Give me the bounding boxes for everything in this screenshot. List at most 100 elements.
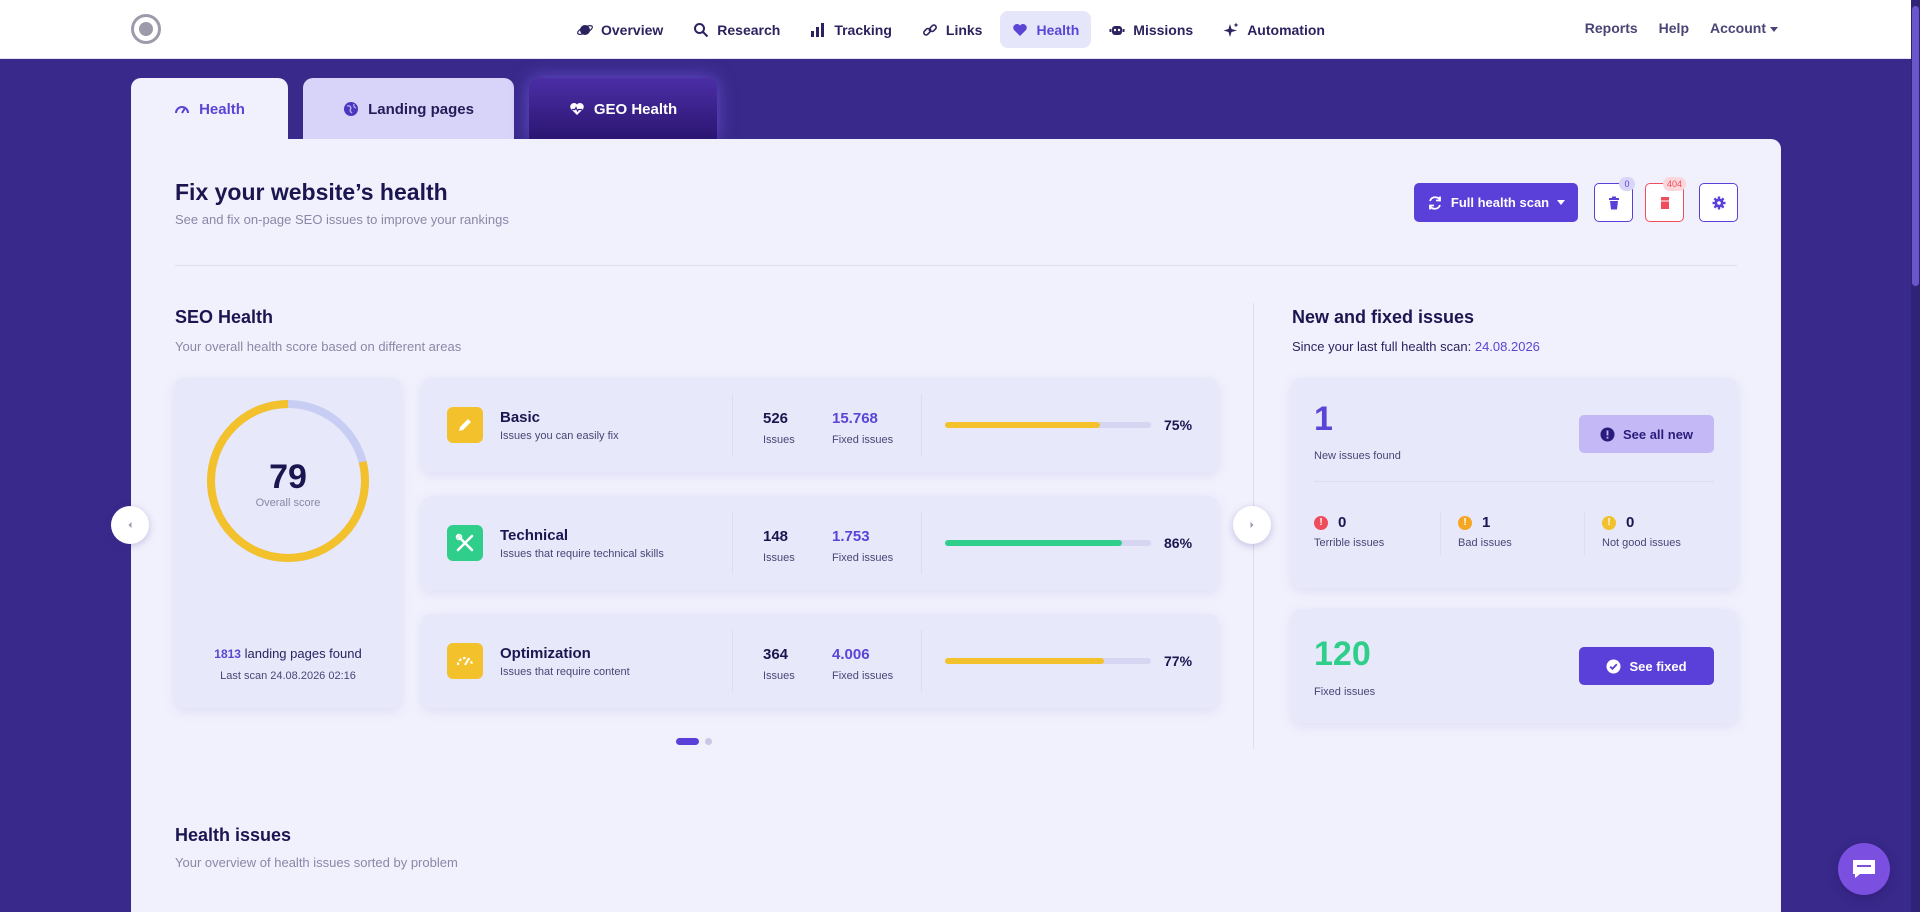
search-icon bbox=[694, 22, 709, 37]
divider bbox=[732, 394, 733, 456]
category-row-optimization[interactable]: Optimization Issues that require content… bbox=[422, 614, 1218, 708]
issues-label: Issues bbox=[763, 434, 795, 446]
page-subtitle: See and fix on-page SEO issues to improv… bbox=[175, 212, 509, 227]
carousel-next-button[interactable] bbox=[1233, 506, 1271, 544]
nav-right: Reports Help Account bbox=[1585, 20, 1778, 36]
last-scan-date: 24.08.2026 bbox=[1474, 339, 1540, 354]
gear-icon bbox=[1712, 196, 1725, 209]
gauge-icon bbox=[175, 106, 190, 114]
tools-icon bbox=[447, 525, 483, 561]
bad-label: Bad issues bbox=[1458, 537, 1512, 549]
category-desc: Issues that require content bbox=[500, 666, 630, 678]
progress-percent: 75% bbox=[1164, 417, 1193, 433]
notgood-count: 0 bbox=[1626, 514, 1635, 531]
overall-score-label: Overall score bbox=[255, 497, 321, 509]
chevron-right-icon bbox=[1250, 522, 1254, 528]
account-label: Account bbox=[1710, 20, 1766, 36]
fixed-issues-panel: 120 Fixed issues See fixed bbox=[1292, 609, 1737, 723]
nav-label: Research bbox=[717, 21, 781, 38]
issues-label: Issues bbox=[763, 552, 795, 564]
category-desc: Issues that require technical skills bbox=[500, 548, 664, 560]
see-all-new-label: See all new bbox=[1622, 426, 1694, 442]
progress-bar bbox=[945, 422, 1151, 428]
carousel-dot[interactable] bbox=[705, 738, 712, 745]
terrible-label: Terrible issues bbox=[1314, 537, 1385, 549]
issues-count: 148 bbox=[763, 528, 789, 545]
nav-label: Overview bbox=[601, 21, 664, 38]
trash-icon bbox=[1608, 196, 1619, 209]
page-title: Fix your website’s health bbox=[175, 179, 448, 205]
scan-label: Full health scan bbox=[1450, 195, 1550, 210]
nav-item-automation[interactable]: Automation bbox=[1211, 11, 1337, 48]
trash-button[interactable]: 0 bbox=[1594, 177, 1635, 222]
tab-geo-health[interactable]: GEO Health bbox=[529, 78, 717, 140]
robot-icon bbox=[1109, 25, 1125, 35]
alert-orange-icon: ! bbox=[1458, 515, 1472, 530]
divider bbox=[921, 394, 922, 456]
fixed-count: 1.753 bbox=[832, 528, 870, 545]
speed-icon bbox=[447, 643, 483, 679]
see-all-new-button[interactable]: See all new bbox=[1579, 415, 1714, 453]
divider bbox=[921, 630, 922, 692]
overall-score-panel: 79 Overall score 1813 landing pages foun… bbox=[175, 378, 401, 708]
tab-health[interactable]: Health bbox=[131, 78, 288, 140]
category-row-technical[interactable]: Technical Issues that require technical … bbox=[422, 496, 1218, 590]
health-issues-title: Health issues bbox=[175, 825, 292, 845]
terrible-count: 0 bbox=[1338, 514, 1347, 531]
trash-badge: 0 bbox=[1619, 177, 1635, 191]
help-link[interactable]: Help bbox=[1658, 20, 1689, 36]
nav-label: Tracking bbox=[834, 21, 892, 38]
account-menu[interactable]: Account bbox=[1710, 20, 1778, 36]
nav-item-research[interactable]: Research bbox=[681, 11, 792, 48]
landing-pages-text: landing pages found bbox=[244, 646, 362, 661]
tab-landing-pages[interactable]: Landing pages bbox=[303, 78, 514, 140]
progress-fill bbox=[945, 540, 1123, 546]
landing-pages-count: 1813 bbox=[214, 647, 241, 661]
refresh-icon bbox=[1428, 195, 1441, 210]
progress-percent: 77% bbox=[1164, 653, 1193, 669]
main-card: Fix your website’s health See and fix on… bbox=[111, 139, 1781, 912]
carousel-prev-button[interactable] bbox=[111, 506, 149, 544]
not-good-issues[interactable]: ! 0 bbox=[1602, 514, 1634, 531]
overall-score-value: 79 bbox=[269, 458, 307, 496]
nav-item-links[interactable]: Links bbox=[910, 11, 995, 48]
terrible-issues[interactable]: ! 0 bbox=[1314, 514, 1346, 531]
new-fixed-title: New and fixed issues bbox=[1292, 307, 1475, 327]
nav-item-health[interactable]: Health bbox=[1000, 11, 1092, 48]
planet-icon bbox=[577, 24, 593, 35]
chat-button[interactable] bbox=[1838, 843, 1890, 895]
chevron-down-icon bbox=[1770, 26, 1778, 32]
settings-button[interactable] bbox=[1699, 183, 1738, 222]
divider bbox=[732, 512, 733, 574]
category-name: Basic bbox=[500, 409, 541, 426]
divider bbox=[1314, 481, 1714, 482]
notgood-label: Not good issues bbox=[1602, 537, 1681, 549]
nav-item-missions[interactable]: Missions bbox=[1097, 11, 1205, 48]
logo-icon[interactable] bbox=[131, 14, 161, 44]
scrollbar-track[interactable] bbox=[1911, 0, 1920, 912]
bad-issues[interactable]: ! 1 bbox=[1458, 514, 1490, 531]
nav-item-overview[interactable]: Overview bbox=[565, 11, 675, 48]
scrollbar-thumb[interactable] bbox=[1912, 6, 1919, 286]
carousel-dot[interactable] bbox=[676, 738, 699, 745]
see-fixed-button[interactable]: See fixed bbox=[1579, 647, 1714, 685]
progress-fill bbox=[945, 422, 1100, 428]
new-issues-label: New issues found bbox=[1314, 450, 1401, 462]
reports-link[interactable]: Reports bbox=[1584, 20, 1638, 36]
category-name: Optimization bbox=[500, 645, 591, 662]
category-row-basic[interactable]: Basic Issues you can easily fix 526 Issu… bbox=[422, 378, 1218, 472]
issues-count: 364 bbox=[763, 646, 789, 663]
globe-icon bbox=[344, 102, 359, 116]
error-pages-button[interactable]: 404 bbox=[1645, 177, 1686, 222]
seo-health-subtitle: Your overall health score based on diffe… bbox=[175, 339, 462, 354]
progress-bar bbox=[945, 540, 1151, 546]
divider bbox=[1584, 513, 1585, 555]
fixed-label: Fixed issues bbox=[832, 434, 894, 446]
divider bbox=[732, 630, 733, 692]
full-health-scan-button[interactable]: Full health scan bbox=[1414, 183, 1578, 222]
since-text: Since your last full health scan: bbox=[1292, 339, 1472, 354]
main-nav: Overview Research Tracking Links Health … bbox=[565, 11, 1337, 48]
nav-item-tracking[interactable]: Tracking bbox=[798, 11, 904, 48]
fixed-issues-label: Fixed issues bbox=[1314, 686, 1376, 698]
heart-pulse-icon bbox=[570, 103, 584, 115]
